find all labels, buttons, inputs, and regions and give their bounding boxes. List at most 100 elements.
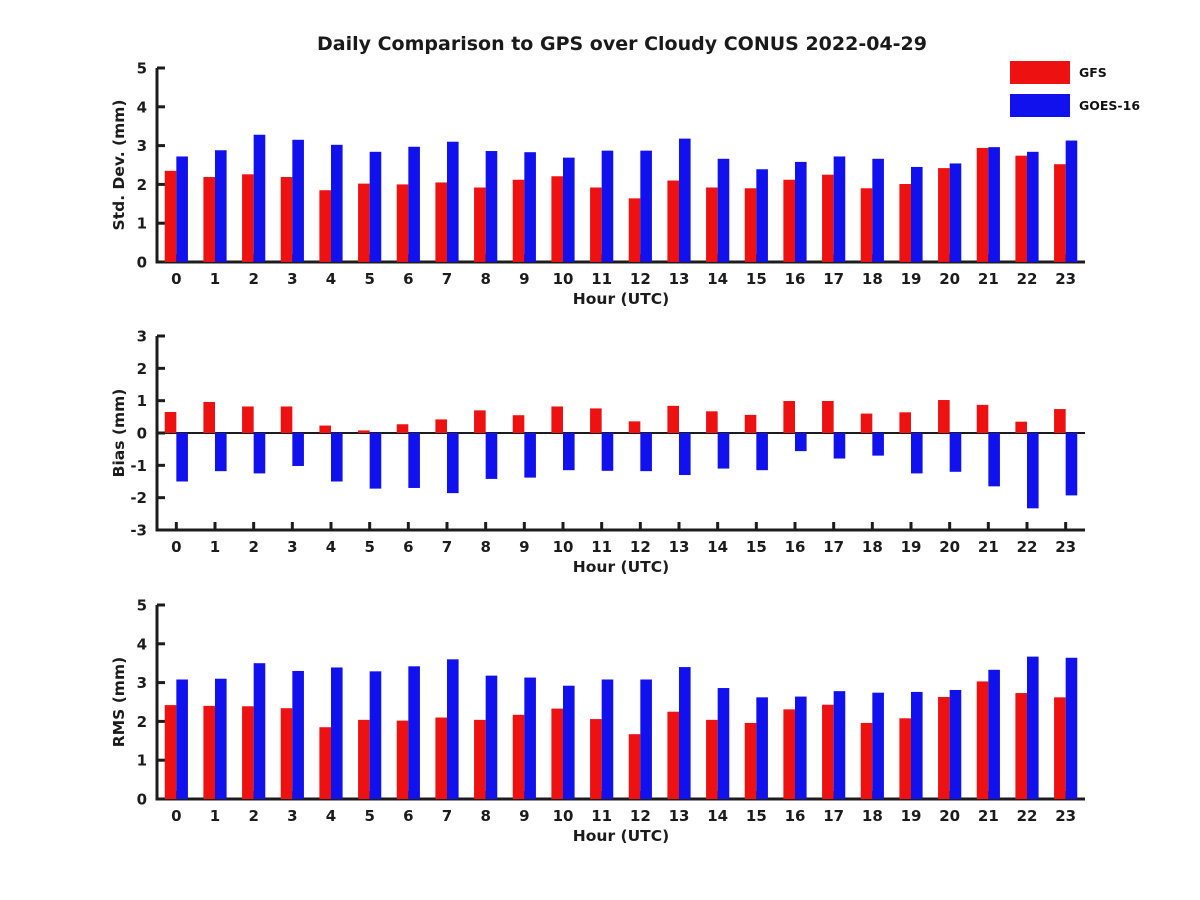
x-tick-label: 19 [901, 807, 922, 825]
x-tick-label: 13 [669, 538, 690, 556]
bar-gfs-h14 [706, 411, 718, 433]
x-tick-label: 13 [669, 270, 690, 288]
y-tick-label: 1 [137, 392, 147, 410]
bar-goes-16-h20 [949, 689, 962, 799]
x-tick-label: 5 [364, 538, 374, 556]
bar-gfs-h6 [396, 720, 409, 799]
x-tick-label: 6 [403, 270, 413, 288]
x-tick-label: 8 [480, 807, 490, 825]
x-tick-label: 7 [442, 270, 452, 288]
x-tick-label: 4 [326, 807, 336, 825]
y-tick-label: 4 [137, 635, 147, 653]
x-tick-label: 9 [519, 807, 529, 825]
bar-goes-16-h19 [911, 433, 923, 474]
bar-gfs-h2 [242, 406, 254, 433]
x-axis-label: Hour (UTC) [573, 558, 669, 576]
goes16-color-swatch [1010, 94, 1070, 117]
y-tick-label: -3 [130, 522, 147, 540]
bar-gfs-h7 [435, 419, 447, 433]
x-tick-label: 18 [862, 270, 883, 288]
bar-goes-16-h13 [679, 138, 691, 262]
bar-goes-16-h6 [408, 433, 420, 488]
bar-goes-16-h8 [485, 675, 498, 799]
bar-goes-16-h10 [563, 685, 575, 799]
bar-gfs-h0 [164, 170, 177, 262]
x-tick-label: 1 [210, 807, 220, 825]
bar-gfs-h18 [860, 413, 873, 433]
bar-goes-16-h14 [717, 433, 730, 469]
bar-goes-16-h6 [408, 146, 420, 262]
bar-goes-16-h5 [369, 151, 382, 262]
y-tick-label: 3 [137, 674, 147, 692]
bar-goes-16-h9 [524, 152, 536, 262]
x-tick-label: 1 [210, 538, 220, 556]
bar-gfs-h12 [628, 421, 641, 433]
bar-goes-16-h18 [872, 692, 884, 799]
y-axis-label: Std. Dev. (mm) [110, 100, 128, 231]
bar-gfs-h17 [822, 174, 834, 262]
bar-gfs-h23 [1054, 409, 1066, 433]
bar-gfs-h20 [938, 696, 950, 799]
x-tick-label: 10 [553, 807, 574, 825]
bar-gfs-h7 [435, 182, 447, 262]
bar-goes-16-h7 [447, 433, 459, 494]
x-tick-label: 5 [364, 807, 374, 825]
x-tick-label: 6 [403, 807, 413, 825]
x-tick-label: 22 [1017, 807, 1038, 825]
x-tick-label: 2 [248, 270, 258, 288]
bar-goes-16-h10 [563, 433, 575, 471]
bar-goes-16-h10 [563, 157, 575, 262]
bar-goes-16-h13 [679, 667, 691, 799]
bar-goes-16-h0 [176, 679, 188, 799]
bar-gfs-h4 [319, 425, 331, 433]
bar-goes-16-h9 [524, 677, 536, 799]
y-tick-label: 5 [137, 60, 147, 78]
bar-goes-16-h18 [872, 433, 884, 456]
y-tick-label: 0 [137, 425, 147, 443]
bar-gfs-h7 [435, 717, 447, 799]
bar-gfs-h12 [628, 734, 641, 799]
bar-goes-16-h0 [176, 156, 188, 262]
y-tick-label: 2 [137, 176, 147, 194]
bar-gfs-h16 [783, 400, 795, 433]
x-tick-label: 15 [746, 807, 767, 825]
y-tick-label: 2 [137, 713, 147, 731]
bar-gfs-h22 [1015, 155, 1027, 262]
x-tick-label: 23 [1055, 807, 1076, 825]
x-tick-label: 17 [823, 807, 844, 825]
bar-goes-16-h8 [485, 433, 498, 479]
bar-goes-16-h17 [833, 156, 846, 262]
bar-goes-16-h2 [253, 433, 266, 474]
bar-gfs-h15 [744, 722, 757, 799]
bar-goes-16-h14 [717, 688, 730, 799]
bar-gfs-h4 [319, 190, 331, 262]
bar-gfs-h2 [242, 174, 254, 262]
bar-gfs-h11 [590, 719, 602, 799]
bar-goes-16-h0 [176, 433, 188, 482]
bar-gfs-h3 [280, 708, 293, 799]
bar-goes-16-h17 [833, 433, 846, 459]
bar-goes-16-h1 [215, 433, 227, 472]
y-tick-label: -1 [130, 457, 147, 475]
bar-gfs-h2 [242, 706, 254, 799]
bar-goes-16-h15 [756, 433, 768, 471]
bar-goes-16-h3 [292, 670, 304, 799]
bar-goes-16-h4 [331, 144, 343, 262]
bar-goes-16-h22 [1027, 433, 1039, 509]
y-tick-label: 3 [137, 328, 147, 346]
x-tick-label: 4 [326, 270, 336, 288]
x-tick-label: 3 [287, 270, 297, 288]
legend-label-gfs: GFS [1079, 65, 1107, 80]
bar-gfs-h1 [203, 177, 215, 262]
bar-goes-16-h19 [911, 166, 923, 262]
x-tick-label: 19 [901, 538, 922, 556]
bar-goes-16-h15 [756, 169, 768, 262]
bar-gfs-h13 [667, 405, 679, 433]
bar-gfs-h10 [551, 708, 563, 799]
x-tick-label: 18 [862, 807, 883, 825]
x-tick-label: 9 [519, 270, 529, 288]
x-tick-label: 13 [669, 807, 690, 825]
x-tick-label: 10 [553, 538, 574, 556]
legend-label-goes16: GOES-16 [1079, 98, 1141, 113]
